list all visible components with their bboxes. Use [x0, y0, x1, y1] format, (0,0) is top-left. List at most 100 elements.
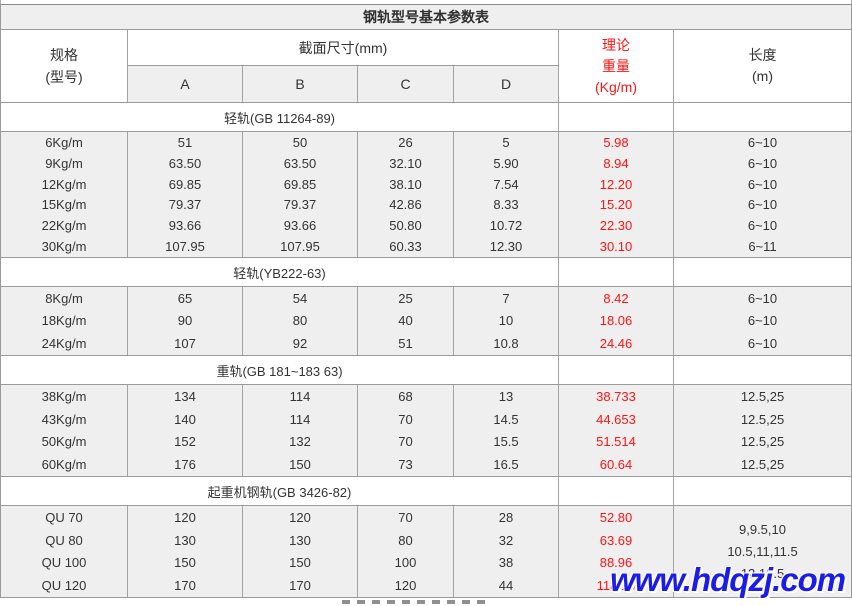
d-cell: 38: [454, 551, 559, 575]
section-dimensions-header: 截面尺寸(mm): [128, 30, 559, 66]
weight-cell: 60.64: [559, 453, 674, 476]
rail-model-parameters-table: 钢轨型号基本参数表 规格 (型号) 截面尺寸(mm) A B C D 理论 重量…: [0, 4, 852, 598]
a-cell: 69.85: [128, 173, 243, 195]
d-cell: 10.8: [454, 332, 559, 355]
column-header-c: C: [358, 66, 454, 102]
section-title: 轻轨(YB222-63): [1, 258, 559, 286]
c-cell: 38.10: [358, 173, 454, 195]
b-cell: 92: [243, 332, 358, 355]
spec-cell: 30Kg/m: [1, 236, 128, 257]
spec-cell: 50Kg/m: [1, 430, 128, 454]
d-cell: 5: [454, 132, 559, 153]
a-cell: 176: [128, 453, 243, 476]
theoretical-weight-header: 理论 重量 (Kg/m): [559, 30, 674, 102]
section-header-row: 重轨(GB 181~183 63): [1, 356, 851, 385]
d-cell: 32: [454, 528, 559, 552]
length-cell: 6~10: [747, 290, 778, 306]
a-cell: 134: [128, 385, 243, 408]
spec-cell: 9Kg/m: [1, 152, 128, 174]
c-cell: 73: [358, 453, 454, 476]
length-label-line2: (m): [752, 68, 773, 84]
spec-cell: QU 70: [1, 506, 128, 529]
spec-label-line2: (型号): [45, 69, 83, 85]
length-cell: 12.5,25: [740, 434, 785, 450]
length-cell: 6~10: [747, 336, 778, 352]
merged-length-cell: 9,9.5,10 10.5,11,11.5 12,12.5: [674, 506, 851, 597]
c-cell: 32.10: [358, 152, 454, 174]
weight-cell: 18.06: [559, 309, 674, 333]
b-cell: 107.95: [243, 236, 358, 257]
c-cell: 42.86: [358, 194, 454, 216]
spec-cell: 38Kg/m: [1, 385, 128, 408]
b-cell: 170: [243, 574, 358, 597]
c-cell: 68: [358, 385, 454, 408]
b-cell: 114: [243, 385, 358, 408]
length-cell: 12.5,25: [740, 411, 785, 427]
b-cell: 69.85: [243, 173, 358, 195]
weight-cell: 63.69: [559, 528, 674, 552]
a-cell: 63.50: [128, 152, 243, 174]
d-cell: 14.5: [454, 407, 559, 431]
weight-cell: 51.514: [559, 430, 674, 454]
column-header-d: D: [454, 66, 559, 102]
length-cell: 6~10: [747, 155, 778, 171]
c-cell: 120: [358, 574, 454, 597]
d-cell: 7.54: [454, 173, 559, 195]
d-cell: 44: [454, 574, 559, 597]
weight-cell: 12.20: [559, 173, 674, 195]
weight-cell: 8.94: [559, 152, 674, 174]
length-cell: 12.5,25: [740, 457, 785, 473]
b-cell: 93.66: [243, 215, 358, 237]
weight-cell: 8.42: [559, 287, 674, 310]
a-cell: 51: [128, 132, 243, 153]
weight-cell: 118.10: [559, 574, 674, 597]
b-cell: 79.37: [243, 194, 358, 216]
spec-cell: QU 80: [1, 528, 128, 552]
c-cell: 50.80: [358, 215, 454, 237]
b-cell: 132: [243, 430, 358, 454]
weight-cell: 38.733: [559, 385, 674, 408]
b-cell: 150: [243, 551, 358, 575]
c-cell: 51: [358, 332, 454, 355]
b-cell: 63.50: [243, 152, 358, 174]
c-cell: 25: [358, 287, 454, 310]
length-cell: 12.5,25: [740, 388, 785, 404]
section-header-row: 轻轨(YB222-63): [1, 258, 851, 287]
d-cell: 5.90: [454, 152, 559, 174]
column-header-a: A: [128, 66, 243, 102]
c-cell: 100: [358, 551, 454, 575]
empty-weight-cell: [559, 356, 674, 384]
section-header-row: 轻轨(GB 11264-89): [1, 103, 851, 132]
c-cell: 26: [358, 132, 454, 153]
section-data-rows: 38Kg/m 134 114 68 13 38.733 12.5,25 43Kg…: [1, 385, 851, 477]
b-cell: 120: [243, 506, 358, 529]
b-cell: 150: [243, 453, 358, 476]
d-cell: 8.33: [454, 194, 559, 216]
spec-cell: 12Kg/m: [1, 173, 128, 195]
c-cell: 70: [358, 430, 454, 454]
b-cell: 50: [243, 132, 358, 153]
spec-cell: 22Kg/m: [1, 215, 128, 237]
a-cell: 152: [128, 430, 243, 454]
spec-cell: 6Kg/m: [1, 132, 128, 153]
weight-label-line3: (Kg/m): [595, 78, 637, 95]
a-cell: 79.37: [128, 194, 243, 216]
d-cell: 13: [454, 385, 559, 408]
length-column-header: 长度 (m): [674, 30, 851, 102]
d-cell: 16.5: [454, 453, 559, 476]
a-cell: 120: [128, 506, 243, 529]
section-data-rows: 6Kg/m 51 50 26 5 5.98 6~10 9Kg/m 63.50 6…: [1, 132, 851, 258]
spec-label-line1: 规格: [50, 47, 78, 63]
weight-cell: 52.80: [559, 506, 674, 529]
empty-length-cell: [674, 103, 851, 131]
c-cell: 70: [358, 506, 454, 529]
d-cell: 10: [454, 309, 559, 333]
a-cell: 107.95: [128, 236, 243, 257]
c-cell: 80: [358, 528, 454, 552]
empty-length-cell: [674, 356, 851, 384]
weight-cell: 24.46: [559, 332, 674, 355]
empty-weight-cell: [559, 258, 674, 286]
b-cell: 54: [243, 287, 358, 310]
a-cell: 170: [128, 574, 243, 597]
weight-cell: 30.10: [559, 236, 674, 257]
